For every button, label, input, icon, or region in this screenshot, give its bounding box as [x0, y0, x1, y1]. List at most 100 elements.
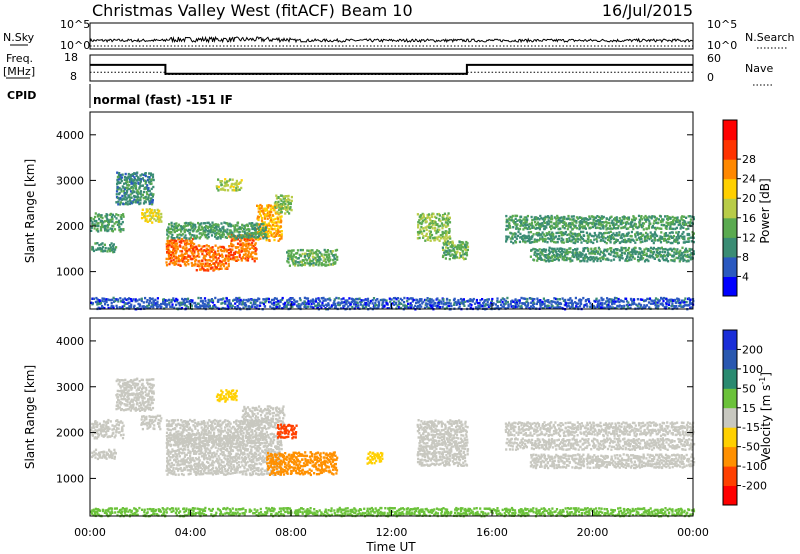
velocity-colorbar-label-7: -200 — [742, 480, 767, 493]
velocity-region-8 — [266, 451, 339, 477]
power-ytick-label-3: 4000 — [56, 129, 84, 142]
power-panel-frame — [89, 111, 694, 310]
power-colorbar-cell-5 — [723, 178, 737, 199]
freq-label: Freq. — [6, 52, 33, 65]
power-region-2 — [115, 171, 155, 206]
power-colorbar-cell-1 — [723, 256, 737, 277]
x-tick-label-0: 00:00 — [74, 526, 106, 539]
power-colorbar-label-4: 20 — [742, 192, 756, 205]
velocity-region-14 — [529, 453, 696, 470]
nsky-label: N.Sky — [3, 31, 35, 44]
velocity-colorbar-frame — [722, 329, 738, 506]
power-colorbar-cell-0 — [723, 276, 737, 297]
power-region-11 — [286, 248, 339, 267]
x-tick-label-6: 00:00 — [677, 526, 709, 539]
velocity-heatmap — [90, 377, 696, 518]
power-region-10 — [273, 194, 293, 215]
x-tick-label-1: 04:00 — [175, 526, 207, 539]
velocity-colorbar-label-3: 15 — [742, 402, 756, 415]
velocity-region-7 — [276, 423, 298, 440]
velocity-colorbar-label-6: -100 — [742, 460, 767, 473]
sky-panel-frame — [89, 22, 694, 50]
velocity-colorbar-cell-0 — [723, 485, 737, 506]
power-region-0 — [90, 212, 125, 233]
sky-tick-high: 10^5 — [60, 18, 90, 31]
power-region-9 — [215, 178, 243, 192]
freq-panel-frame — [89, 54, 694, 82]
velocity-ytick-label-0: 1000 — [56, 472, 84, 485]
velocity-region-10 — [90, 506, 696, 518]
velocity-region-0 — [90, 418, 125, 440]
velocity-region-5 — [165, 418, 268, 447]
beam-label: Beam 10 — [341, 1, 413, 20]
power-colorbar-label-6: 28 — [742, 153, 756, 166]
power-colorbar-cell-7 — [723, 139, 737, 160]
x-tick-label-4: 16:00 — [476, 526, 508, 539]
power-colorbar-label-3: 16 — [742, 212, 756, 225]
freq-unit-label: [MHz] — [3, 65, 35, 78]
velocity-colorbar-cell-6 — [723, 368, 737, 389]
x-tick-label-2: 08:00 — [275, 526, 307, 539]
power-colorbar-cell-4 — [723, 198, 737, 219]
x-tick-label-5: 20:00 — [577, 526, 609, 539]
power-ytick-label-2: 3000 — [56, 174, 84, 187]
power-region-12 — [90, 296, 695, 311]
power-colorbar-cell-8 — [723, 120, 737, 141]
velocity-colorbar-label-0: 200 — [742, 343, 763, 356]
power-region-15 — [505, 214, 695, 231]
velocity-colorbar: 200 100 50 15 -15 -50 -100 -200 — [722, 329, 767, 506]
power-colorbar-cell-2 — [723, 237, 737, 258]
search-tick-high: 10^5 — [707, 18, 737, 31]
nave-label: Nave — [745, 62, 773, 75]
nave-tick-high: 60 — [707, 52, 721, 65]
power-region-3 — [140, 208, 163, 224]
power-region-8 — [166, 221, 268, 240]
power-colorbar: 4 8 12 16 20 24 28 — [722, 119, 756, 297]
power-colorbar-label-1: 8 — [742, 251, 749, 264]
velocity-colorbar-cell-2 — [723, 446, 737, 467]
time-x-axis: 00:00 04:00 08:00 12:00 16:00 20:00 00:00 — [74, 303, 709, 539]
x-axis-label: Time UT — [365, 540, 416, 554]
power-ytick-label-0: 1000 — [56, 266, 84, 279]
nave-tick-low: 0 — [707, 71, 714, 84]
sky-tick-low: 10^0 — [60, 39, 90, 52]
velocity-ytick-label-2: 3000 — [56, 381, 84, 394]
power-region-17 — [529, 246, 695, 263]
velocity-colorbar-cell-4 — [723, 407, 737, 428]
velocity-region-3 — [140, 414, 163, 431]
velocity-region-13 — [505, 437, 696, 451]
freq-tick-low: 8 — [70, 70, 77, 83]
cpid-text: normal (fast) -151 IF — [93, 93, 233, 107]
cpid-label: CPID — [7, 89, 36, 102]
velocity-colorbar-label-4: -15 — [742, 421, 760, 434]
velocity-colorbar-cell-7 — [723, 349, 737, 370]
velocity-colorbar-label-1: 100 — [742, 363, 763, 376]
velocity-colorbar-cell-5 — [723, 388, 737, 409]
velocity-region-2 — [115, 377, 155, 412]
freq-tick-high: 18 — [64, 51, 78, 64]
velocity-y-label: Slant Range [km] — [23, 365, 37, 469]
nsky-trace — [89, 35, 694, 47]
power-region-16 — [505, 230, 695, 245]
velocity-colorbar-cell-3 — [723, 427, 737, 448]
velocity-colorbar-cell-8 — [723, 330, 737, 350]
velocity-region-11 — [416, 419, 470, 467]
velocity-ytick-label-3: 4000 — [56, 335, 84, 348]
x-tick-label-3: 12:00 — [376, 526, 408, 539]
velocity-region-4 — [165, 432, 283, 477]
power-region-5 — [195, 244, 231, 272]
velocity-colorbar-label-5: -50 — [742, 441, 760, 454]
power-colorbar-label-5: 24 — [742, 173, 756, 186]
power-colorbar-frame — [722, 119, 738, 297]
power-y-axis: 1000 2000 3000 4000 — [56, 129, 693, 279]
nsky-line — [89, 35, 694, 44]
power-colorbar-label-0: 4 — [742, 270, 749, 283]
velocity-region-15 — [366, 451, 384, 465]
figure-title: Christmas Valley West (fitACF) — [92, 1, 335, 20]
velocity-region-6 — [241, 405, 286, 431]
power-y-label: Slant Range [km] — [23, 159, 37, 263]
power-ytick-label-1: 2000 — [56, 220, 84, 233]
power-colorbar-cell-6 — [723, 159, 737, 180]
power-colorbar-label: Power [dB] — [758, 178, 772, 243]
